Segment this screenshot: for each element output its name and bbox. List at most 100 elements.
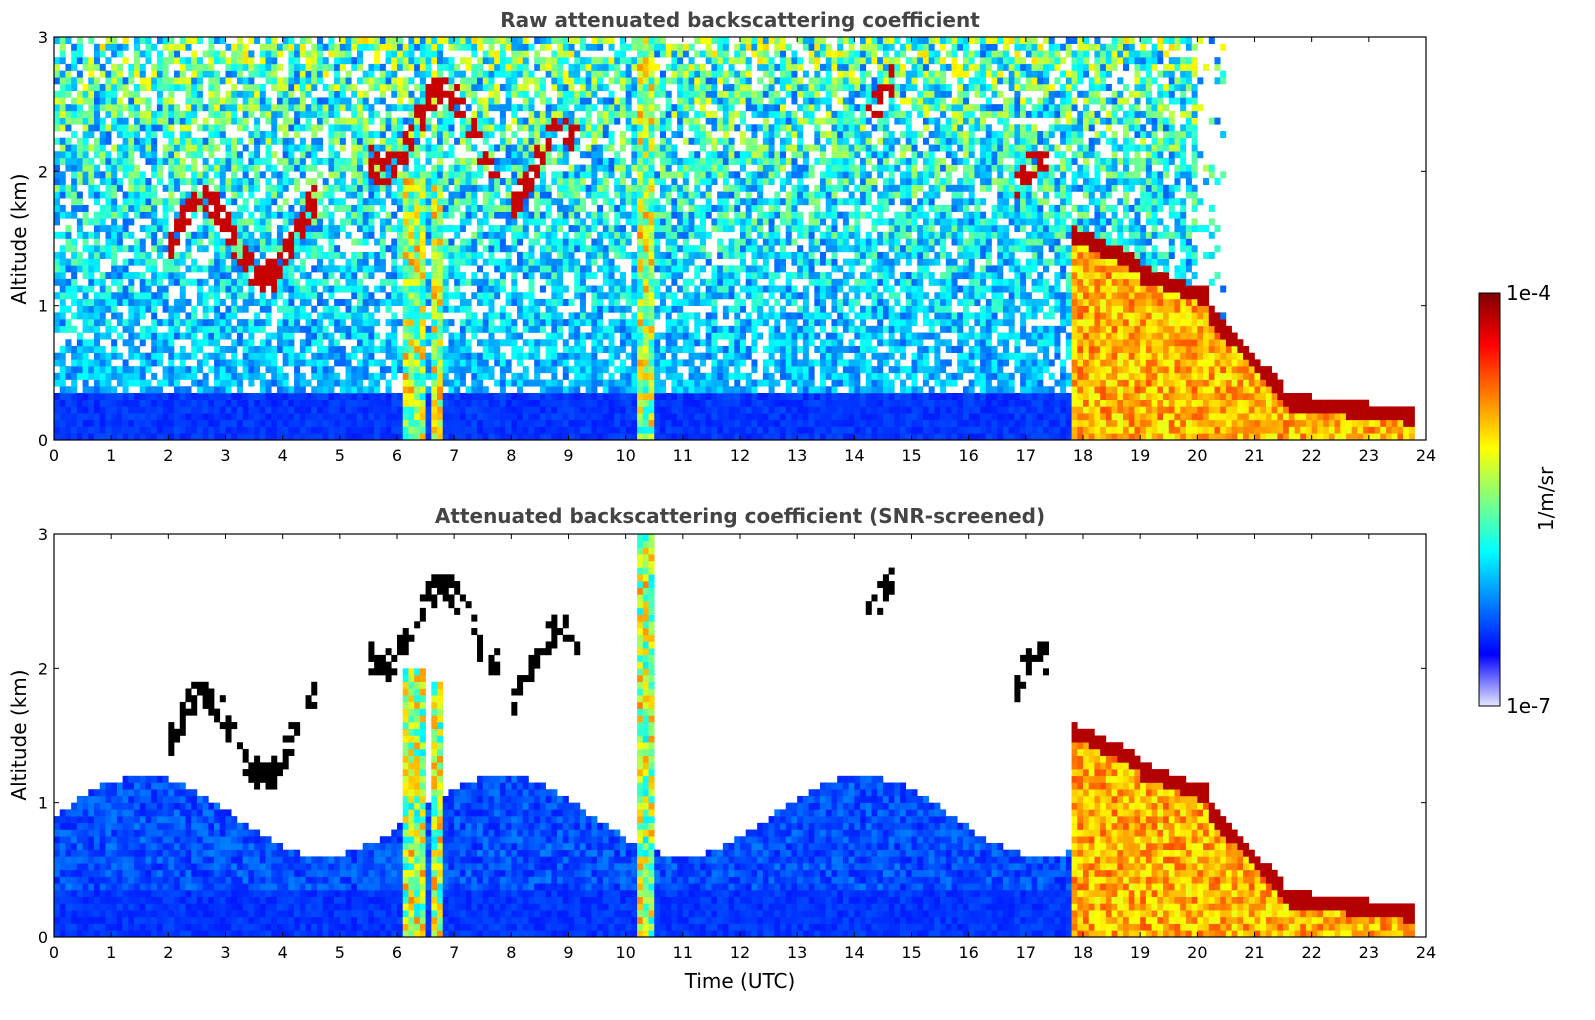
heatmap-cell [362, 265, 369, 273]
heatmap-cell [139, 426, 146, 434]
heatmap-cell [196, 359, 203, 367]
heatmap-cell [362, 319, 369, 327]
heatmap-cell [368, 292, 375, 300]
heatmap-cell [437, 218, 444, 226]
heatmap-cell [214, 110, 221, 118]
heatmap-cell [511, 57, 518, 65]
heatmap-cell [517, 399, 524, 407]
heatmap-cell [579, 37, 586, 45]
heatmap-cell [631, 292, 638, 300]
heatmap-cell [374, 84, 381, 92]
heatmap-cell [391, 258, 398, 266]
heatmap-cell [128, 110, 135, 118]
heatmap-cell [442, 292, 449, 300]
heatmap-cell [499, 312, 506, 320]
heatmap-cell [494, 70, 501, 78]
heatmap-cell [105, 84, 112, 92]
heatmap-cell [116, 151, 123, 159]
heatmap-cell [477, 278, 484, 286]
heatmap-cell [637, 204, 644, 212]
heatmap-cell [425, 57, 432, 65]
heatmap-cell [105, 171, 112, 179]
heatmap-cell [385, 399, 392, 407]
heatmap-cell [391, 171, 398, 179]
heatmap-cell [156, 278, 163, 286]
heatmap-cell [562, 238, 569, 246]
heatmap-cell [265, 218, 272, 226]
heatmap-cell [374, 386, 381, 394]
heatmap-cell [499, 144, 506, 152]
heatmap-cell [174, 426, 181, 434]
heatmap-cell [356, 198, 363, 206]
heatmap-cell [271, 137, 278, 145]
heatmap-cell [299, 426, 306, 434]
heatmap-cell [517, 258, 524, 266]
heatmap-cell [76, 151, 83, 159]
heatmap-cell [574, 117, 581, 125]
heatmap-cell [494, 37, 501, 45]
heatmap-cell [254, 406, 261, 414]
heatmap-cell [116, 131, 123, 139]
heatmap-cell [448, 90, 455, 98]
heatmap-cell [134, 272, 141, 280]
heatmap-cell [379, 406, 386, 414]
heatmap-cell [562, 124, 569, 132]
heatmap-cell [151, 131, 158, 139]
heatmap-cell [305, 198, 312, 206]
heatmap-cell [122, 319, 129, 327]
heatmap-cell [477, 157, 484, 165]
heatmap-cell [265, 413, 272, 421]
heatmap-cell [168, 312, 175, 320]
heatmap-cell [316, 399, 323, 407]
heatmap-cell [459, 251, 466, 259]
heatmap-cell [465, 157, 472, 165]
heatmap-cell [356, 305, 363, 313]
heatmap-cell [562, 184, 569, 192]
heatmap-cell [391, 151, 398, 159]
heatmap-cell [225, 426, 232, 434]
heatmap-cell [517, 426, 524, 434]
heatmap-cell [225, 211, 232, 219]
heatmap-cell [534, 131, 541, 139]
heatmap-cell [259, 63, 266, 71]
heatmap-cell [642, 419, 649, 427]
heatmap-cell [419, 70, 426, 78]
heatmap-cell [408, 37, 415, 45]
heatmap-cell [539, 433, 546, 440]
heatmap-cell [191, 265, 198, 273]
heatmap-cell [196, 265, 203, 273]
heatmap-cell [465, 184, 472, 192]
heatmap-cell [568, 178, 575, 186]
heatmap-cell [345, 37, 352, 45]
heatmap-cell [254, 137, 261, 145]
heatmap-cell [642, 37, 649, 45]
heatmap-cell [288, 352, 295, 360]
heatmap-cell [288, 426, 295, 434]
heatmap-cell [214, 325, 221, 333]
heatmap-cell [414, 84, 421, 92]
heatmap-cell [168, 137, 175, 145]
heatmap-cell [448, 57, 455, 65]
heatmap-cell [162, 77, 169, 85]
heatmap-cell [562, 157, 569, 165]
heatmap-cell [122, 204, 129, 212]
heatmap-cell [202, 104, 209, 112]
heatmap-cell [642, 372, 649, 380]
heatmap-cell [311, 419, 318, 427]
heatmap-cell [345, 312, 352, 320]
heatmap-cell [631, 184, 638, 192]
heatmap-cell [454, 339, 461, 347]
heatmap-cell [105, 272, 112, 280]
heatmap-cell [557, 184, 564, 192]
heatmap-cell [134, 124, 141, 132]
heatmap-cell [168, 157, 175, 165]
heatmap-cell [511, 90, 518, 98]
heatmap-cell [397, 292, 404, 300]
heatmap-cell [339, 433, 346, 440]
heatmap-cell [522, 63, 529, 71]
heatmap-cell [351, 426, 358, 434]
heatmap-cell [334, 151, 341, 159]
heatmap-cell [488, 50, 495, 58]
heatmap-cell [334, 325, 341, 333]
heatmap-cell [191, 50, 198, 58]
